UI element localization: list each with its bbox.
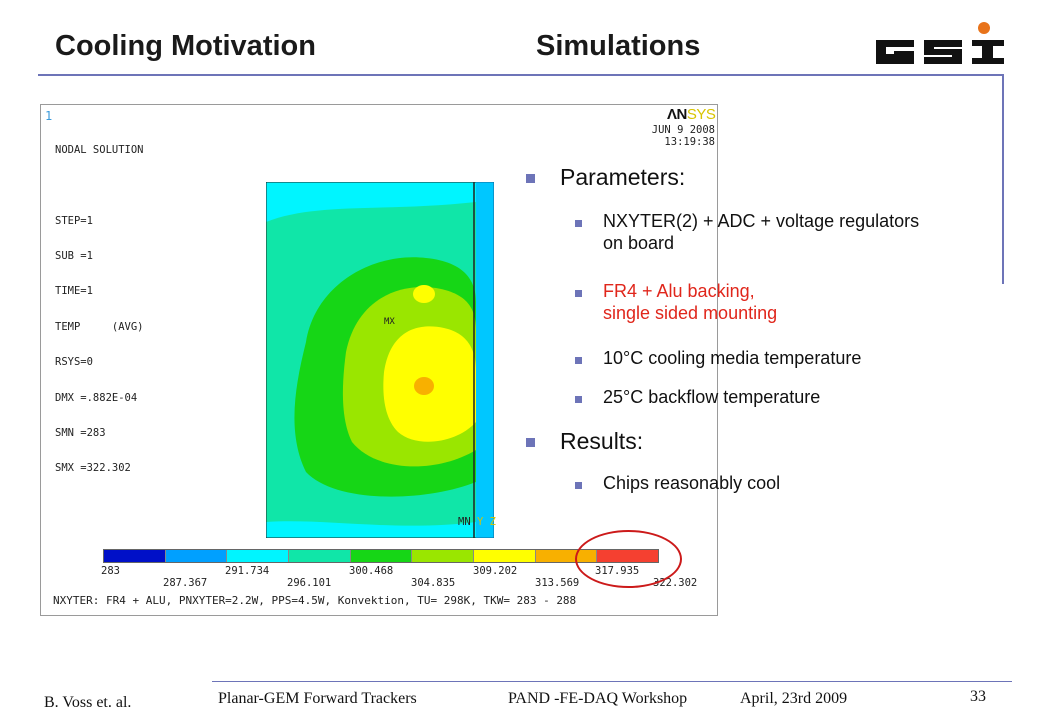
nodal-line: TIME=1 bbox=[55, 285, 93, 298]
axis-indicator: MN Y Z bbox=[458, 516, 496, 529]
legend-value: 309.202 bbox=[473, 565, 518, 577]
highlight-circle bbox=[575, 530, 682, 588]
legend-swatch bbox=[412, 550, 475, 562]
legend-value: 296.101 bbox=[287, 577, 332, 589]
footer-workshop: PAND -FE-DAQ Workshop bbox=[508, 690, 688, 707]
date-text: JUN 9 2008 bbox=[651, 124, 715, 136]
bullet-square-icon bbox=[526, 438, 535, 447]
bullet-square-icon bbox=[526, 174, 535, 183]
slide-subtitle: Simulations bbox=[536, 30, 701, 62]
nodal-line: SMN =283 bbox=[55, 426, 106, 439]
panel-number: 1 bbox=[45, 109, 53, 123]
footer-project: Planar-GEM Forward Trackers bbox=[218, 690, 417, 707]
temperature-contour-plot: MX bbox=[266, 182, 494, 538]
footer-rule bbox=[212, 681, 1012, 682]
footer-author: B. Voss et. al. bbox=[44, 694, 132, 711]
nodal-line: STEP=1 bbox=[55, 214, 93, 227]
ansys-logo: ΛNSYS bbox=[667, 106, 716, 123]
legend-swatch bbox=[289, 550, 351, 562]
legend-swatch bbox=[165, 550, 228, 562]
timestamp: JUN 9 2008 13:19:38 bbox=[601, 124, 717, 149]
bullet-square-icon bbox=[575, 357, 582, 364]
mn-label: MN bbox=[458, 516, 471, 528]
legend-value: 287.367 bbox=[163, 577, 208, 589]
time-text: 13:19:38 bbox=[664, 135, 715, 148]
nodal-line: TEMP (AVG) bbox=[55, 320, 144, 333]
slide-title: Cooling Motivation bbox=[55, 30, 316, 62]
axis-y-label: Y bbox=[476, 516, 484, 528]
legend-value: 283 bbox=[101, 565, 120, 577]
bullet-square-icon bbox=[575, 396, 582, 403]
legend-swatch bbox=[350, 550, 413, 562]
header-rule bbox=[38, 74, 1002, 76]
nodal-line: DMX =.882E-04 bbox=[55, 391, 138, 404]
legend-value: 313.569 bbox=[535, 577, 580, 589]
nodal-line: SMX =322.302 bbox=[55, 462, 131, 475]
axis-z-label: Z bbox=[489, 516, 496, 528]
nodal-line: RSYS=0 bbox=[55, 356, 93, 369]
legend-swatch bbox=[104, 550, 166, 562]
nodal-solution-info: NODAL SOLUTION STEP=1 SUB =1 TIME=1 TEMP… bbox=[55, 121, 144, 499]
legend-value: 291.734 bbox=[225, 565, 270, 577]
footer-date: April, 23rd 2009 bbox=[740, 690, 848, 707]
gsi-logo: GSI bbox=[876, 22, 1004, 64]
legend-value: 304.835 bbox=[411, 577, 456, 589]
bullet-square-icon bbox=[575, 482, 582, 489]
mx-label: MX bbox=[384, 317, 395, 327]
simulation-caption: NXYTER: FR4 + ALU, PNXYTER=2.2W, PPS=4.5… bbox=[53, 594, 577, 607]
header-rule-vertical bbox=[1002, 74, 1004, 284]
nodal-line: NODAL SOLUTION bbox=[55, 143, 144, 156]
ansys-simulation-panel: 1 NODAL SOLUTION STEP=1 SUB =1 TIME=1 TE… bbox=[40, 104, 718, 616]
bullet-square-icon bbox=[575, 220, 582, 227]
page-number: 33 bbox=[970, 688, 986, 705]
nodal-line: SUB =1 bbox=[55, 249, 93, 262]
bullet-square-icon bbox=[575, 290, 582, 297]
color-legend-bar bbox=[103, 549, 659, 563]
legend-swatch bbox=[227, 550, 290, 562]
legend-swatch bbox=[474, 550, 536, 562]
legend-value: 300.468 bbox=[349, 565, 394, 577]
